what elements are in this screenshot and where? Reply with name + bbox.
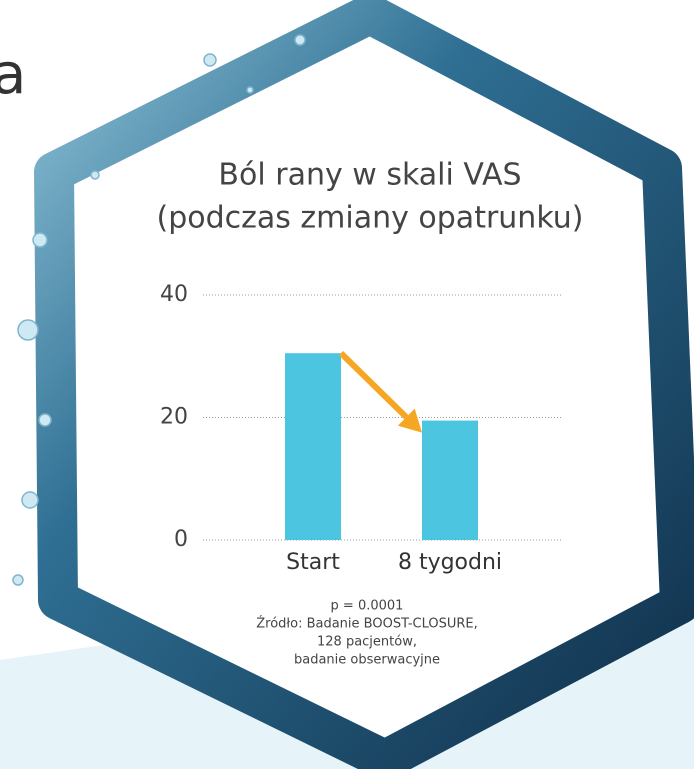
y-tick-label: 20 <box>160 405 188 430</box>
bar <box>422 421 478 540</box>
footnote: p = 0.0001 <box>331 599 404 614</box>
x-tick-label: 8 tygodni <box>398 550 502 575</box>
chart-title: Ból rany w skali VAS <box>218 158 521 193</box>
page: {"page": {"fragment": "a"}, "chart_data"… <box>0 0 694 769</box>
x-tick-label: Start <box>286 550 340 575</box>
y-tick-label: 0 <box>174 527 188 552</box>
chart: a Ból rany w skali VAS (podczas zmiany o… <box>0 0 694 769</box>
y-tick-label: 40 <box>160 282 188 307</box>
bar <box>285 353 341 540</box>
chart-subtitle: (podczas zmiany opatrunku) <box>156 201 583 236</box>
footnote: Źródło: Badanie BOOST-CLOSURE, <box>256 616 478 632</box>
footnote: 128 pacjentów, <box>317 635 417 650</box>
text-fragment: a <box>0 42 26 107</box>
footnote: badanie obserwacyjne <box>294 653 440 668</box>
